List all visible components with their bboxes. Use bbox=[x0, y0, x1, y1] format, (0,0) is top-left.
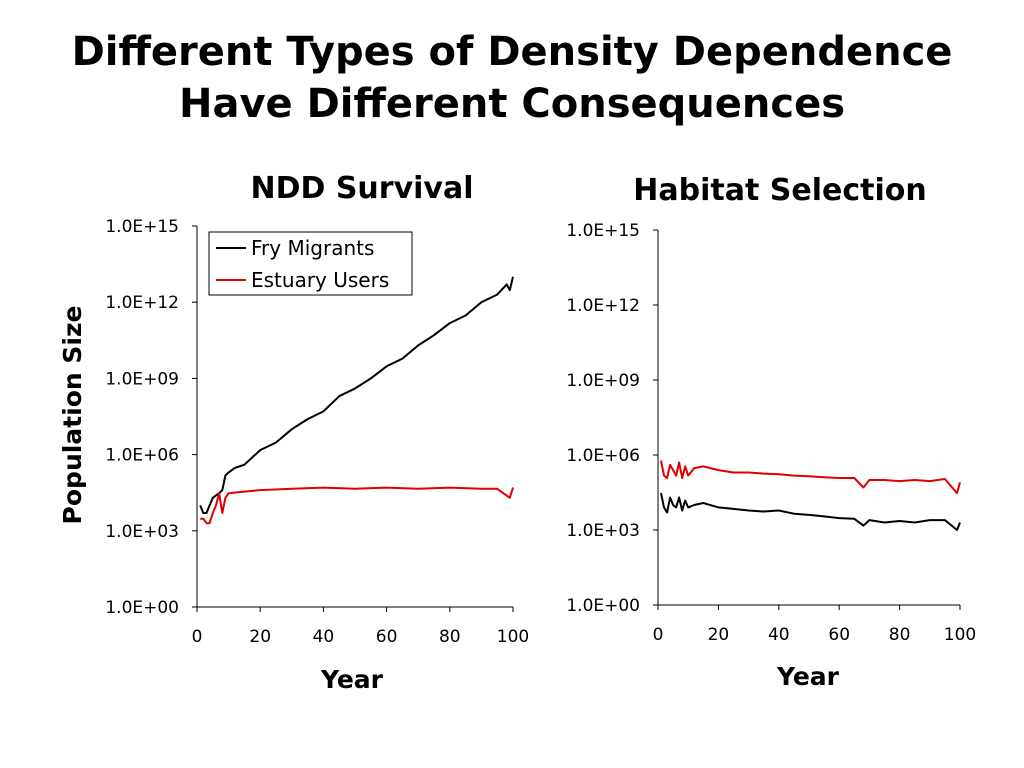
legend-label-fry-migrants: Fry Migrants bbox=[251, 236, 374, 260]
x-tick-label: 0 bbox=[192, 627, 203, 647]
chart-title: NDD Survival bbox=[250, 171, 473, 206]
x-axis-title: Year bbox=[776, 662, 840, 691]
y-tick-label: 1.0E+09 bbox=[105, 369, 179, 389]
chart-ndd-survival: NDD Survival Population Size Year 1.0E+0… bbox=[58, 171, 529, 694]
x-tick-label: 0 bbox=[653, 625, 664, 645]
chart-title: Habitat Selection bbox=[633, 173, 926, 208]
x-tick-label: 60 bbox=[376, 627, 398, 647]
x-tick-label: 80 bbox=[889, 625, 911, 645]
x-tick-label: 80 bbox=[439, 627, 461, 647]
x-axis-title: Year bbox=[320, 665, 384, 694]
y-tick-label: 1.0E+00 bbox=[566, 596, 640, 616]
x-tick-label: 40 bbox=[768, 625, 790, 645]
series-line-estuary-users bbox=[200, 486, 514, 525]
slide-title-line-1: Different Types of Density Dependence bbox=[71, 29, 953, 75]
x-tick-label: 100 bbox=[944, 625, 976, 645]
y-tick-label: 1.0E+06 bbox=[105, 446, 179, 466]
legend-label-estuary-users: Estuary Users bbox=[251, 268, 389, 292]
x-tick-label: 20 bbox=[708, 625, 730, 645]
y-tick-label: 1.0E+12 bbox=[105, 293, 179, 313]
legend-box bbox=[208, 231, 413, 296]
legend: Fry Migrants Estuary Users bbox=[208, 231, 413, 296]
y-tick-label: 1.0E+06 bbox=[566, 446, 640, 466]
y-tick-label: 1.0E+00 bbox=[105, 598, 179, 618]
series-line-fry-migrants bbox=[199, 276, 514, 514]
y-tick-label: 1.0E+03 bbox=[105, 522, 179, 542]
chart-habitat-selection: Habitat Selection Year 1.0E+00 1.0E+03 1.0… bbox=[566, 173, 976, 691]
x-tick-label: 100 bbox=[497, 627, 529, 647]
x-tick-label: 60 bbox=[828, 625, 850, 645]
x-tick-label: 40 bbox=[313, 627, 335, 647]
y-tick-label: 1.0E+15 bbox=[105, 217, 179, 237]
series-line-estuary-users bbox=[660, 460, 961, 495]
slide-title-line-2: Have Different Consequences bbox=[178, 81, 846, 127]
slide-title: Different Types of Density Dependence Ha… bbox=[0, 26, 1024, 130]
y-tick-label: 1.0E+15 bbox=[566, 221, 640, 241]
y-tick-label: 1.0E+12 bbox=[566, 296, 640, 316]
x-tick-label: 20 bbox=[249, 627, 271, 647]
y-axis-title: Population Size bbox=[58, 306, 87, 525]
y-tick-label: 1.0E+03 bbox=[566, 521, 640, 541]
y-tick-label: 1.0E+09 bbox=[566, 371, 640, 391]
series-line-fry-migrants bbox=[660, 492, 961, 531]
